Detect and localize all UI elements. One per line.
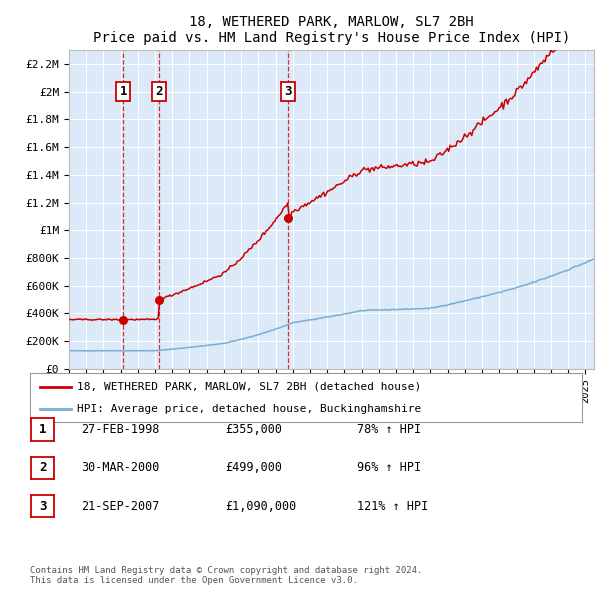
Text: 27-FEB-1998: 27-FEB-1998 xyxy=(81,423,160,436)
Text: 1: 1 xyxy=(39,423,46,436)
Text: 18, WETHERED PARK, MARLOW, SL7 2BH (detached house): 18, WETHERED PARK, MARLOW, SL7 2BH (deta… xyxy=(77,382,421,392)
Title: 18, WETHERED PARK, MARLOW, SL7 2BH
Price paid vs. HM Land Registry's House Price: 18, WETHERED PARK, MARLOW, SL7 2BH Price… xyxy=(93,15,570,45)
Text: Contains HM Land Registry data © Crown copyright and database right 2024.
This d: Contains HM Land Registry data © Crown c… xyxy=(30,566,422,585)
Text: 2: 2 xyxy=(155,85,163,98)
Text: 121% ↑ HPI: 121% ↑ HPI xyxy=(357,500,428,513)
Text: 30-MAR-2000: 30-MAR-2000 xyxy=(81,461,160,474)
Text: 1: 1 xyxy=(119,85,127,98)
Text: 3: 3 xyxy=(284,85,292,98)
Text: 2: 2 xyxy=(39,461,46,474)
Text: 78% ↑ HPI: 78% ↑ HPI xyxy=(357,423,421,436)
Text: 21-SEP-2007: 21-SEP-2007 xyxy=(81,500,160,513)
Text: £1,090,000: £1,090,000 xyxy=(225,500,296,513)
Text: HPI: Average price, detached house, Buckinghamshire: HPI: Average price, detached house, Buck… xyxy=(77,404,421,414)
Text: £499,000: £499,000 xyxy=(225,461,282,474)
Text: 96% ↑ HPI: 96% ↑ HPI xyxy=(357,461,421,474)
Text: £355,000: £355,000 xyxy=(225,423,282,436)
Text: 3: 3 xyxy=(39,500,46,513)
